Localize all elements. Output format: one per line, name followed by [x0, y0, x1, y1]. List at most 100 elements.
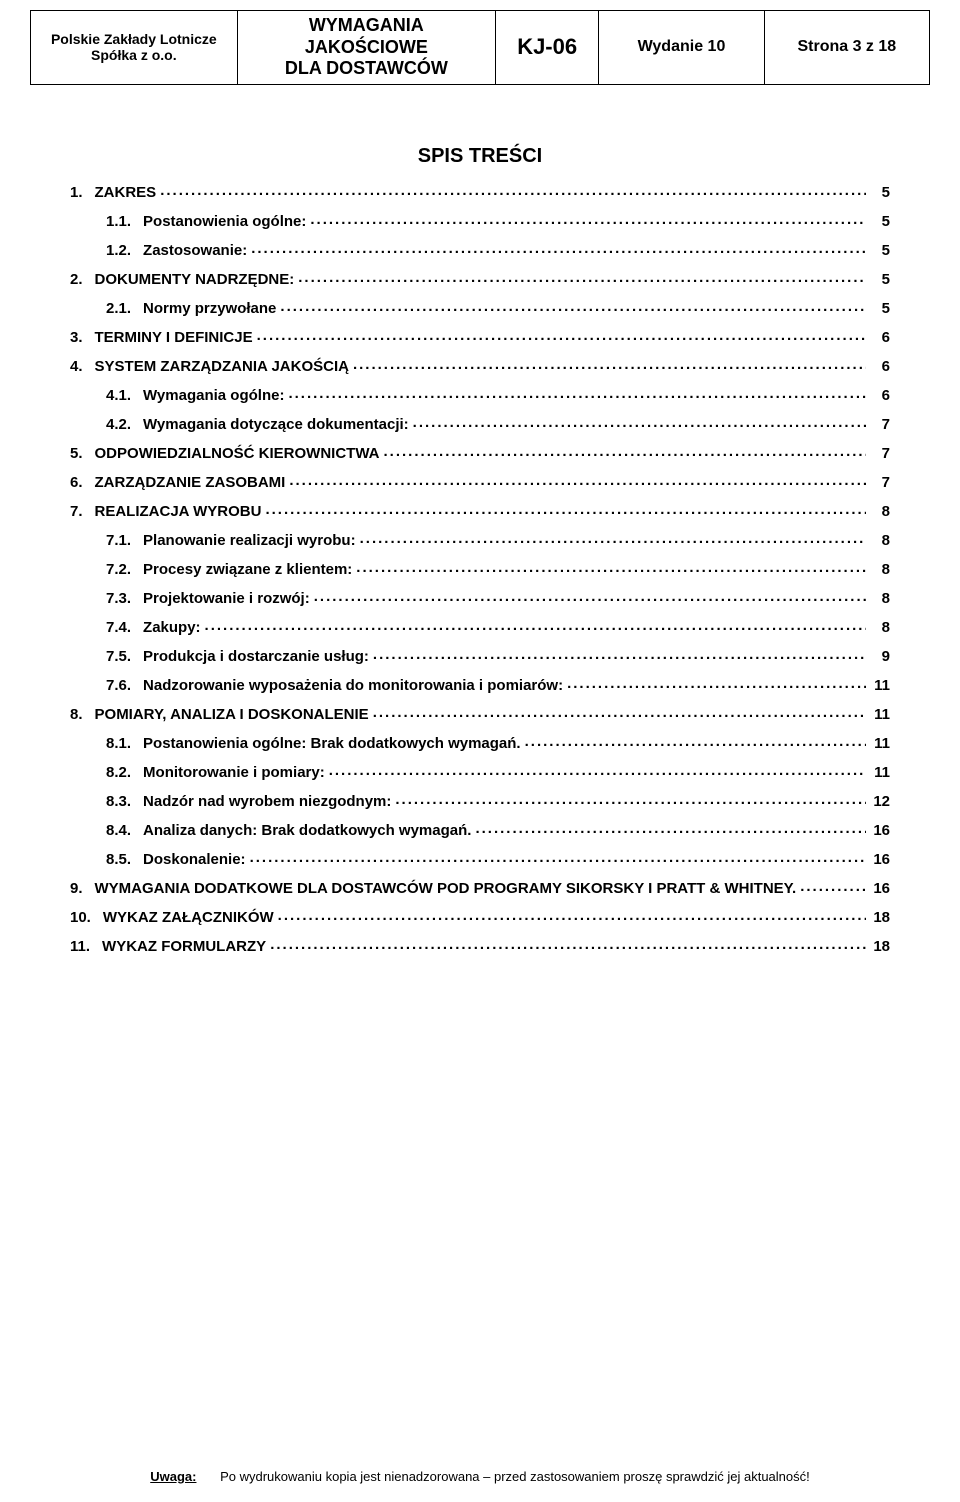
toc-leader-dots	[270, 936, 866, 951]
toc-entry: 7.1.Planowanie realizacji wyrobu: 8	[70, 530, 890, 549]
toc-entry: 4.1.Wymagania ogólne:6	[70, 385, 890, 404]
toc-label: SYSTEM ZARZĄDZANIA JAKOŚCIĄ	[95, 358, 353, 375]
toc-page-number: 6	[866, 329, 890, 346]
toc-label: Planowanie realizacji wyrobu:	[143, 532, 360, 549]
toc-leader-dots	[314, 588, 866, 603]
toc-number: 8.2.	[106, 764, 143, 781]
toc-number: 7.4.	[106, 619, 143, 636]
toc-leader-dots	[475, 820, 866, 835]
toc-leader-dots	[251, 240, 866, 255]
toc-page-number: 5	[866, 300, 890, 317]
toc-number: 3.	[70, 329, 95, 346]
toc-page-number: 11	[866, 764, 890, 781]
toc-entry: 7.6.Nadzorowanie wyposażenia do monitoro…	[70, 675, 890, 694]
toc-number: 8.4.	[106, 822, 143, 839]
toc-label: Postanowienia ogólne: Brak dodatkowych w…	[143, 735, 525, 752]
toc-label: DOKUMENTY NADRZĘDNE:	[95, 271, 299, 288]
toc-leader-dots	[800, 878, 866, 893]
toc-number: 1.1.	[106, 213, 143, 230]
toc-page-number: 8	[866, 532, 890, 549]
toc-page-number: 11	[866, 677, 890, 694]
header-doc-title: WYMAGANIA JAKOŚCIOWE DLA DOSTAWCÓW	[237, 11, 495, 85]
toc-entry: 7.2.Procesy związane z klientem:8	[70, 559, 890, 578]
toc-label: Wymagania dotyczące dokumentacji:	[143, 416, 413, 433]
toc-entry: 6.ZARZĄDZANIE ZASOBAMI7	[70, 472, 890, 491]
toc-label: ODPOWIEDZIALNOŚĆ KIEROWNICTWA	[95, 445, 384, 462]
toc-entry: 7.5.Produkcja i dostarczanie usług: 9	[70, 646, 890, 665]
title-line1: WYMAGANIA JAKOŚCIOWE	[305, 15, 428, 57]
toc-entry: 8.4.Analiza danych: Brak dodatkowych wym…	[70, 820, 890, 839]
toc-leader-dots	[373, 646, 866, 661]
toc-number: 7.2.	[106, 561, 143, 578]
toc-number: 2.1.	[106, 300, 143, 317]
toc-leader-dots	[288, 385, 866, 400]
toc-number: 7.	[70, 503, 95, 520]
toc-entry: 10.WYKAZ ZAŁĄCZNIKÓW18	[70, 907, 890, 926]
toc-leader-dots	[373, 704, 866, 719]
toc-leader-dots	[278, 907, 866, 922]
toc-entry: 5.ODPOWIEDZIALNOŚĆ KIEROWNICTWA7	[70, 443, 890, 462]
toc-page-number: 12	[866, 793, 890, 810]
toc-label: Nadzorowanie wyposażenia do monitorowani…	[143, 677, 567, 694]
toc-label: WYMAGANIA DODATKOWE DLA DOSTAWCÓW POD PR…	[95, 880, 801, 897]
toc-leader-dots	[413, 414, 866, 429]
toc-page-number: 18	[866, 938, 890, 955]
toc-label: Wymagania ogólne:	[143, 387, 288, 404]
footer-label: Uwaga:	[150, 1469, 196, 1484]
toc-entry: 7.3.Projektowanie i rozwój:8	[70, 588, 890, 607]
toc-label: Normy przywołane	[143, 300, 280, 317]
toc-entry: 11.WYKAZ FORMULARZY18	[70, 936, 890, 955]
toc-number: 8.	[70, 706, 95, 723]
toc-leader-dots	[298, 269, 866, 284]
header-doc-code: KJ-06	[495, 11, 598, 85]
toc-entry: 9.WYMAGANIA DODATKOWE DLA DOSTAWCÓW POD …	[70, 878, 890, 897]
toc-label: Doskonalenie:	[143, 851, 250, 868]
toc-page-number: 16	[866, 851, 890, 868]
toc-page-number: 18	[866, 909, 890, 926]
toc-leader-dots	[567, 675, 866, 690]
content-area: SPIS TREŚCI 1.ZAKRES51.1.Postanowienia o…	[70, 145, 890, 955]
toc-page-number: 5	[866, 184, 890, 201]
toc-leader-dots	[329, 762, 866, 777]
toc-leader-dots	[384, 443, 866, 458]
toc-page-number: 11	[866, 735, 890, 752]
toc-number: 7.1.	[106, 532, 143, 549]
header-organization: Polskie Zakłady Lotnicze Spółka z o.o.	[31, 11, 238, 85]
toc-page-number: 11	[866, 706, 890, 723]
toc-number: 7.3.	[106, 590, 143, 607]
toc-entry: 7.4.Zakupy:8	[70, 617, 890, 636]
toc-label: Produkcja i dostarczanie usług:	[143, 648, 373, 665]
toc-label: Monitorowanie i pomiary:	[143, 764, 329, 781]
footer-text: Po wydrukowaniu kopia jest nienadzorowan…	[220, 1469, 810, 1484]
toc-leader-dots	[289, 472, 866, 487]
toc-page-number: 8	[866, 590, 890, 607]
toc-page-number: 8	[866, 619, 890, 636]
toc-page-number: 5	[866, 271, 890, 288]
toc-entry: 7.REALIZACJA WYROBU8	[70, 501, 890, 520]
toc-entry: 3.TERMINY I DEFINICJE6	[70, 327, 890, 346]
toc-label: Nadzór nad wyrobem niezgodnym:	[143, 793, 395, 810]
org-line2: Spółka z o.o.	[91, 47, 177, 63]
toc-page-number: 9	[866, 648, 890, 665]
toc-number: 7.5.	[106, 648, 143, 665]
toc-entry: 4.SYSTEM ZARZĄDZANIA JAKOŚCIĄ6	[70, 356, 890, 375]
header-page: Strona 3 z 18	[764, 11, 929, 85]
toc-label: ZARZĄDZANIE ZASOBAMI	[95, 474, 290, 491]
title-line2: DLA DOSTAWCÓW	[285, 58, 448, 78]
toc-entry: 2.1.Normy przywołane 5	[70, 298, 890, 317]
toc-leader-dots	[160, 182, 866, 197]
toc-number: 1.2.	[106, 242, 143, 259]
toc-label: Procesy związane z klientem:	[143, 561, 356, 578]
table-of-contents: 1.ZAKRES51.1.Postanowienia ogólne:51.2.Z…	[70, 182, 890, 955]
toc-leader-dots	[353, 356, 866, 371]
toc-number: 4.1.	[106, 387, 143, 404]
toc-leader-dots	[205, 617, 866, 632]
toc-leader-dots	[265, 501, 866, 516]
toc-entry: 8.2.Monitorowanie i pomiary: 11	[70, 762, 890, 781]
toc-entry: 1.2.Zastosowanie:5	[70, 240, 890, 259]
org-line1: Polskie Zakłady Lotnicze	[51, 31, 217, 47]
toc-page-number: 5	[866, 213, 890, 230]
toc-number: 4.	[70, 358, 95, 375]
toc-number: 4.2.	[106, 416, 143, 433]
toc-number: 2.	[70, 271, 95, 288]
